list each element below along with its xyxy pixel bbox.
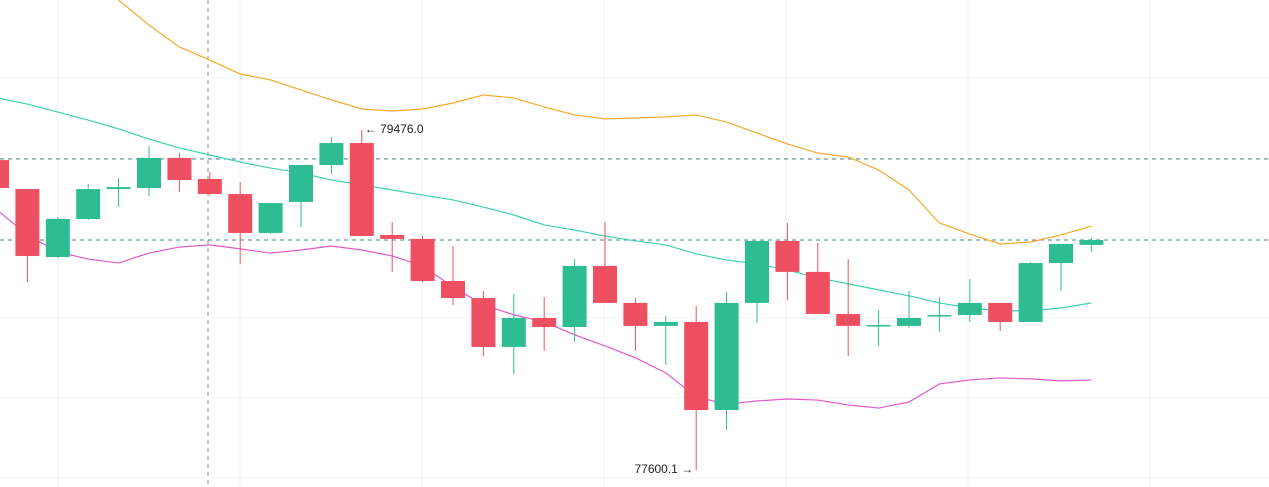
candle-body [775,240,800,272]
candle-body [501,317,526,347]
candle-body [167,157,192,181]
candle-body [957,302,982,316]
candle-body [653,321,678,326]
candle-body [1018,263,1043,322]
candle-body [988,302,1013,322]
candle-body [836,313,861,326]
candle-body [532,317,557,328]
band-line [118,0,1092,245]
price-annotation: ← 79476.0 [365,122,424,136]
candle-body [0,160,9,188]
candle-body [623,302,648,326]
candle-body [45,218,70,258]
candle-body [866,325,891,327]
band-line [0,97,1092,312]
candle-body [410,238,435,281]
candle-body [1079,240,1104,245]
candle-body [197,178,222,194]
candle-body [15,189,40,256]
candle-body [593,265,617,303]
candle-body [289,164,313,202]
candle-body [562,265,587,328]
candle-body [745,240,769,303]
candle-body [349,143,374,237]
candle-body [927,315,952,317]
candle-body [684,321,709,411]
price-annotation: 77600.1 → [634,462,693,476]
candle-body [76,189,101,219]
candle-body [319,143,344,165]
candle-body [805,271,830,314]
candle-body [897,317,921,326]
candle-body [471,298,496,347]
candle-body [258,203,283,233]
candle-body [137,157,161,188]
candle-body [1049,244,1073,264]
candle-body [380,234,405,239]
candle-body [228,193,253,233]
candle-body [714,302,739,411]
candle-body [106,187,131,190]
candle-body [441,280,465,299]
